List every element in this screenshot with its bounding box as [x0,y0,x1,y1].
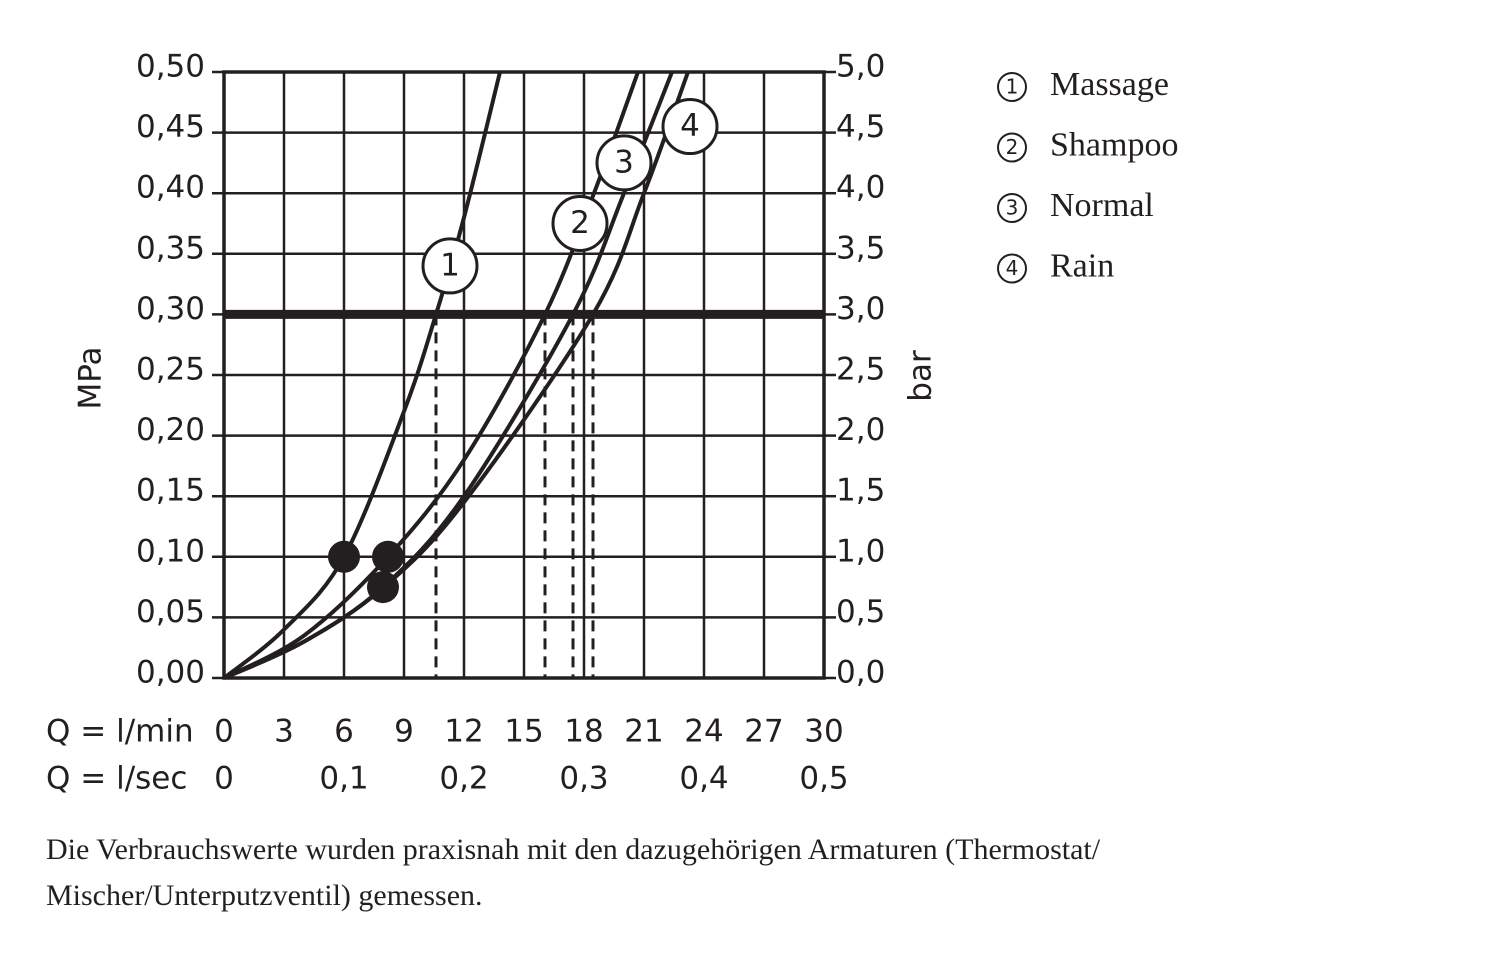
operating-point [372,540,404,573]
y2-tick-label: 3,0 [836,291,885,327]
curve-label-circle [551,195,609,252]
x-tick-label: 27 [744,714,783,750]
y2-tick-label: 2,5 [836,352,885,388]
x2-tick-label: 0,2 [439,761,488,797]
y-tick-label: 0,20 [136,412,205,448]
legend-number: 1 [1006,75,1019,99]
y2-tick-label: 1,0 [836,533,885,569]
y-tick-label: 0,40 [136,170,205,206]
y2-tick-label: 5,0 [836,49,885,85]
x-tick-label: 0 [214,714,234,750]
curve [223,71,640,680]
curve-label: 4 [680,108,700,144]
x2-tick-label: 0 [214,761,234,797]
curve-label: 1 [440,247,460,283]
x2-axis-label: Q = l/sec [46,761,187,797]
legend-circle [997,253,1027,284]
curve-label: 3 [614,144,634,180]
x2-tick-label: 0,4 [679,761,728,797]
footnote: Mischer/Unterputzventil) gemessen. [46,879,483,912]
y2-tick-label: 4,5 [836,109,885,145]
x-tick-label: 21 [624,714,663,750]
x-tick-label: 15 [504,714,543,750]
y-tick-label: 0,05 [136,594,205,630]
x2-tick-label: 0,3 [559,761,608,797]
x-tick-label: 6 [334,714,354,750]
y-tick-label: 0,25 [136,352,205,388]
y-tick-label: 0,30 [136,291,205,327]
x-tick-label: 3 [274,714,294,750]
curve-label-circle [595,134,653,192]
curve-label-circle [661,98,719,156]
x-tick-label: 24 [684,714,723,750]
y-tick-label: 0,15 [136,473,205,509]
y-axis-label: MPa [73,346,109,409]
footnote: Die Verbrauchswerte wurden praxisnah mit… [46,833,1101,866]
y-tick-label: 0,35 [136,230,205,266]
legend-label: Normal [1050,187,1154,224]
y2-tick-label: 4,0 [836,170,885,206]
y2-tick-label: 1,5 [836,473,885,509]
x-tick-label: 9 [394,714,414,750]
y2-tick-label: 0,5 [836,594,885,630]
x-tick-label: 12 [444,714,483,750]
legend-circle [997,193,1027,223]
plot-frame [222,70,826,680]
x2-tick-label: 0,1 [319,761,368,797]
legend-number: 3 [1006,196,1019,220]
y-tick-label: 0,00 [136,655,205,691]
x-axis-label: Q = l/min [46,714,194,750]
legend-label: Massage [1050,66,1169,103]
curve [222,71,502,680]
legend-number: 2 [1006,135,1019,159]
x-tick-label: 30 [804,714,843,750]
y-tick-label: 0,10 [136,533,205,569]
operating-point [328,540,360,573]
y2-tick-label: 3,5 [836,230,885,266]
y-tick-label: 0,45 [136,109,205,145]
legend-circle [997,132,1027,163]
legend-label: Rain [1050,247,1114,284]
y2-axis-label: bar [903,350,939,402]
curve-label: 2 [570,205,590,241]
x-tick-label: 18 [564,714,603,750]
x2-tick-label: 0,5 [799,761,848,797]
curve-label-circle [421,237,479,295]
curve [223,71,690,680]
legend-label: Shampoo [1050,126,1178,163]
y2-tick-label: 2,0 [836,412,885,448]
y-tick-label: 0,50 [136,49,205,85]
y2-tick-label: 0,0 [836,655,885,691]
legend-circle [997,72,1027,102]
legend-number: 4 [1006,256,1019,280]
